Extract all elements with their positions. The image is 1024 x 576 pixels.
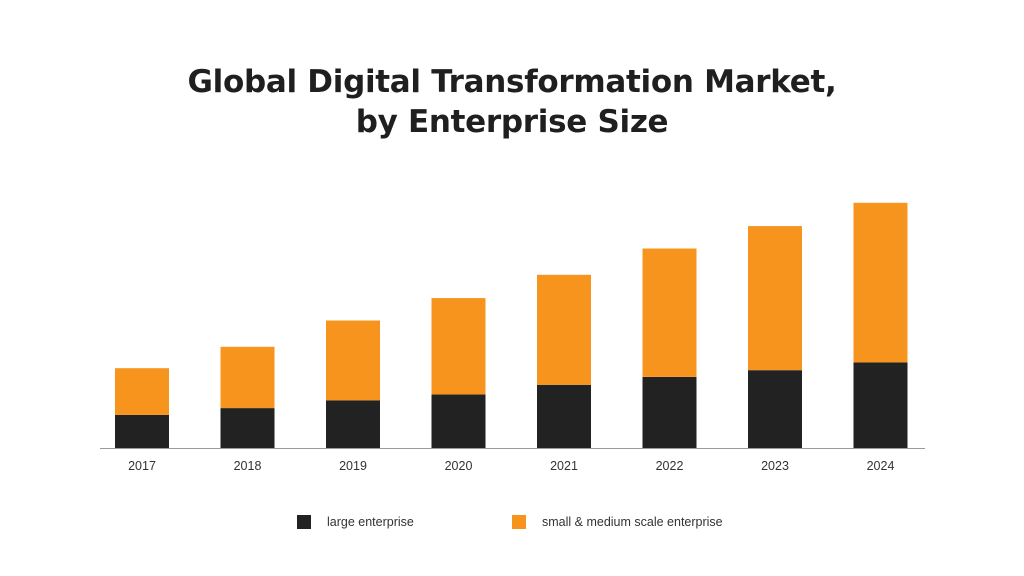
bar-sme-2022 (642, 248, 697, 377)
legend-swatch-large-enterprise (297, 515, 311, 529)
legend-swatch-small-medium-enterprise (512, 515, 526, 529)
bar-sme-2020 (431, 298, 486, 395)
bar-sme-2017 (115, 368, 169, 415)
bar-large-enterprise-2018 (220, 408, 275, 448)
chart-title-line-1: Global Digital Transformation Market, (187, 64, 837, 100)
bar-sme-2018 (220, 346, 275, 409)
chart-title: Global Digital Transformation Market, by… (0, 62, 1024, 142)
legend-item-large-enterprise: large enterprise (297, 515, 414, 529)
x-tick-label-2024: 2024 (867, 459, 895, 473)
bar-large-enterprise-2023 (748, 370, 802, 448)
x-tick-label-2023: 2023 (761, 459, 789, 473)
chart-title-line-2: by Enterprise Size (355, 104, 669, 140)
x-tick-label-2017: 2017 (128, 459, 156, 473)
legend-item-small-medium-enterprise: small & medium scale enterprise (512, 515, 723, 529)
bar-large-enterprise-2020 (431, 394, 486, 448)
bar-large-enterprise-2021 (537, 384, 591, 449)
bar-sme-2023 (748, 226, 802, 371)
x-tick-label-2022: 2022 (656, 459, 684, 473)
bar-large-enterprise-2017 (115, 414, 169, 448)
bar-sme-2021 (537, 274, 591, 385)
x-tick-label-2019: 2019 (339, 459, 367, 473)
bar-large-enterprise-2019 (326, 400, 380, 448)
bar-large-enterprise-2024 (853, 362, 908, 448)
legend-label-large-enterprise: large enterprise (327, 515, 414, 529)
x-tick-label-2020: 2020 (445, 459, 473, 473)
bar-large-enterprise-2022 (642, 377, 697, 448)
legend-label-small-medium-enterprise: small & medium scale enterprise (542, 515, 723, 529)
x-tick-label-2021: 2021 (550, 459, 578, 473)
bar-sme-2024 (853, 202, 908, 363)
x-tick-label-2018: 2018 (234, 459, 262, 473)
bar-sme-2019 (326, 320, 380, 401)
